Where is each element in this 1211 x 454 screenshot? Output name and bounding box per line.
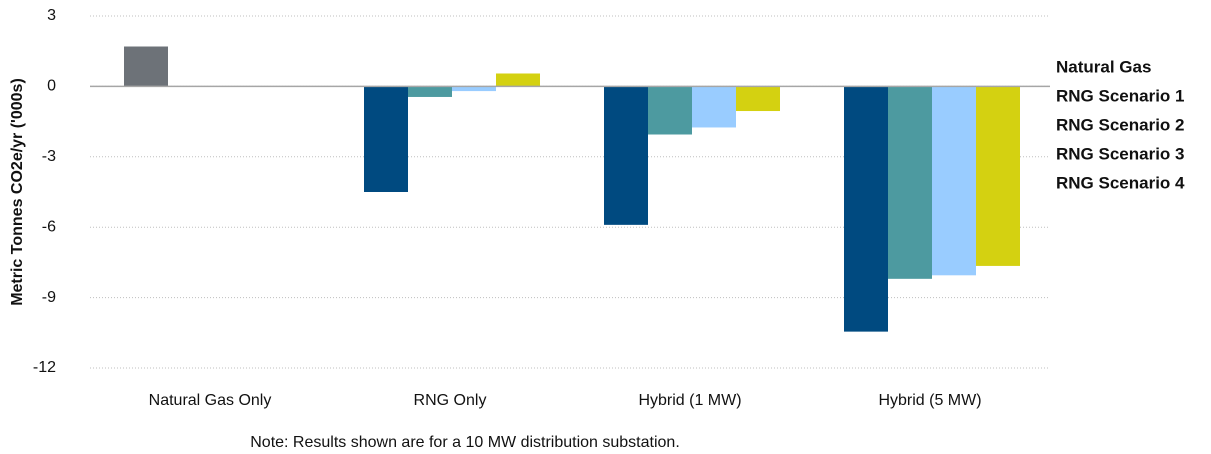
bar [604, 86, 648, 225]
y-tick-label: -6 [42, 218, 56, 235]
bar [496, 73, 540, 87]
x-tick-label: RNG Only [414, 392, 487, 409]
bar [124, 46, 168, 87]
x-tick-label: Natural Gas Only [149, 392, 272, 409]
x-tick-label: Hybrid (1 MW) [638, 392, 741, 409]
bar [452, 86, 496, 92]
x-tick-label: Hybrid (5 MW) [878, 392, 981, 409]
legend-entry: Natural Gas [1056, 57, 1151, 76]
bar [844, 86, 888, 332]
bar [648, 86, 692, 135]
y-tick-label: 3 [47, 7, 56, 24]
legend-entry: RNG Scenario 1 [1056, 86, 1185, 105]
bar [364, 86, 408, 192]
bar [736, 86, 780, 112]
bar [932, 86, 976, 276]
y-axis-label: Metric Tonnes CO2e/yr ('000s) [9, 78, 26, 306]
bar [408, 86, 452, 97]
y-tick-label: -9 [42, 289, 56, 306]
note: Note: Results shown are for a 10 MW dist… [250, 434, 680, 451]
y-tick-label: 0 [47, 78, 56, 95]
y-tick-label: -3 [42, 148, 56, 165]
bar [692, 86, 736, 128]
bar [976, 86, 1020, 266]
legend-entry: RNG Scenario 4 [1056, 173, 1185, 192]
y-tick-label: -12 [33, 359, 56, 376]
bar [888, 86, 932, 279]
legend-entry: RNG Scenario 3 [1056, 144, 1185, 163]
legend-entry: RNG Scenario 2 [1056, 115, 1185, 134]
